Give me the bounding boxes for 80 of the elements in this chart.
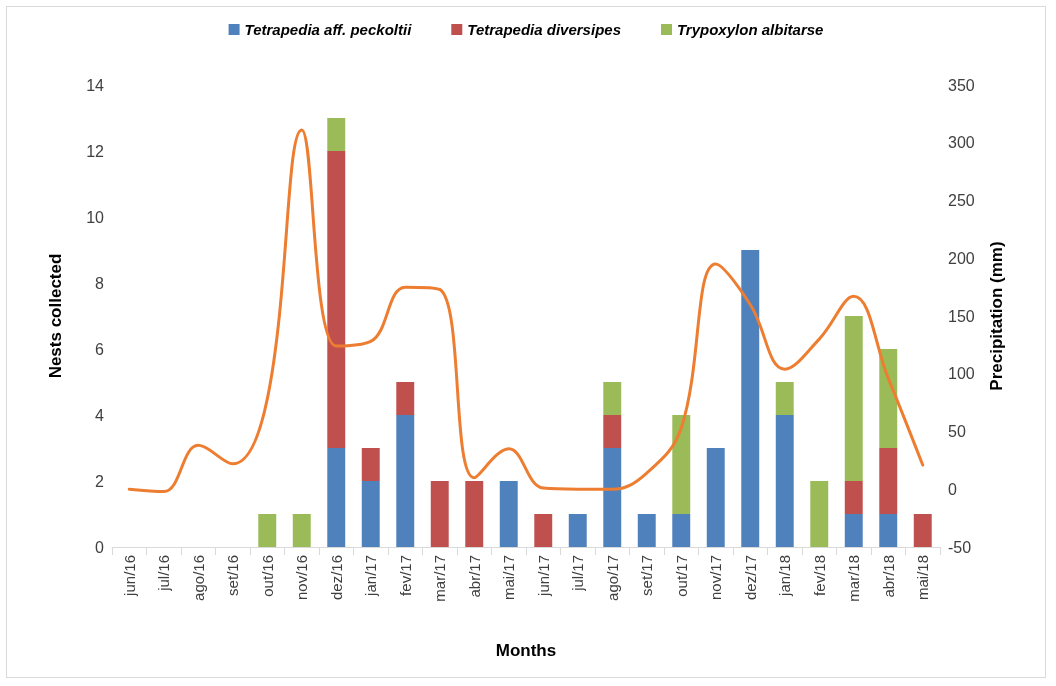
- y2-axis-title: Precipitation (mm): [987, 241, 1006, 391]
- y2-tick-label: 350: [948, 76, 975, 94]
- legend-label: Trypoxylon albitarse: [676, 21, 824, 38]
- y2-tick-label: 0: [948, 480, 957, 498]
- y-tick-label: 6: [95, 340, 105, 358]
- bar: [844, 316, 863, 481]
- bar: [844, 514, 863, 547]
- x-tick-label: ago/16: [189, 555, 207, 601]
- bar: [879, 514, 898, 547]
- x-tick-label: nov/16: [293, 555, 311, 601]
- x-tick-label: dez/17: [741, 555, 759, 601]
- bar: [603, 415, 622, 448]
- y-tick-label: 4: [95, 406, 105, 424]
- bar: [499, 481, 518, 547]
- bar: [672, 415, 691, 514]
- x-tick-label: set/17: [638, 555, 656, 596]
- x-tick-label: out/16: [258, 555, 276, 597]
- x-tick-label: dez/16: [327, 555, 345, 601]
- bar: [534, 514, 553, 547]
- legend-label: Tetrapedia aff. peckoltii: [244, 21, 413, 38]
- y2-tick-label: 250: [948, 192, 975, 209]
- bar: [706, 448, 725, 547]
- x-tick-label: abr/17: [465, 555, 483, 598]
- y2-tick-label: 300: [948, 134, 975, 152]
- bar: [844, 481, 863, 514]
- bar: [568, 514, 587, 547]
- x-tick-label: abr/18: [879, 555, 897, 598]
- bar: [327, 448, 346, 547]
- bar: [775, 382, 794, 415]
- x-tick-label: jun/16: [120, 555, 138, 597]
- y-tick-label: 2: [95, 472, 105, 490]
- bar: [672, 514, 691, 547]
- x-tick-label: jan/17: [362, 555, 380, 597]
- y2-tick-label: -50: [948, 538, 972, 556]
- y2-tick-label: 50: [948, 423, 966, 440]
- x-tick-label: jul/17: [569, 555, 587, 592]
- y2-tick-label: 200: [948, 249, 975, 267]
- x-tick-label: fev/18: [810, 555, 828, 596]
- x-axis-title: Months: [495, 641, 557, 660]
- bar: [741, 250, 760, 547]
- bar: [603, 382, 622, 415]
- bar: [327, 151, 346, 448]
- bar: [775, 415, 794, 547]
- y-tick-label: 14: [86, 76, 105, 94]
- y-tick-label: 0: [95, 538, 105, 556]
- y-tick-label: 10: [86, 208, 105, 226]
- bar: [396, 415, 415, 547]
- y-tick-label: 12: [86, 142, 105, 160]
- bar: [396, 382, 415, 415]
- x-tick-label: mai/18: [914, 555, 932, 601]
- y-axis-title: Nests collected: [46, 253, 65, 379]
- y-tick-label: 8: [95, 274, 105, 292]
- x-tick-label: mar/17: [431, 555, 449, 602]
- bar: [258, 514, 277, 547]
- bar: [465, 481, 484, 547]
- bar: [879, 448, 898, 514]
- bar: [637, 514, 656, 547]
- bar: [603, 448, 622, 547]
- bar: [913, 514, 932, 547]
- y2-tick-label: 150: [948, 307, 975, 325]
- x-tick-label: nov/17: [707, 555, 725, 601]
- x-tick-label: ago/17: [603, 555, 621, 601]
- x-tick-label: jul/16: [155, 555, 173, 592]
- bar: [879, 349, 898, 448]
- bar: [810, 481, 829, 547]
- x-tick-label: set/16: [224, 555, 242, 596]
- y2-tick-label: 100: [948, 365, 975, 383]
- bar: [361, 448, 380, 481]
- bar: [327, 118, 346, 151]
- legend-label: Tetrapedia diversipes: [467, 21, 621, 38]
- bar: [430, 481, 449, 547]
- line-series: [127, 128, 925, 494]
- bar: [292, 514, 311, 547]
- x-tick-label: mar/18: [845, 555, 863, 602]
- x-tick-label: jan/18: [776, 555, 794, 597]
- x-tick-label: out/17: [672, 555, 690, 597]
- bar: [361, 481, 380, 547]
- x-tick-label: fev/17: [396, 555, 414, 596]
- x-tick-label: mai/17: [500, 555, 518, 601]
- x-tick-label: jun/17: [534, 555, 552, 597]
